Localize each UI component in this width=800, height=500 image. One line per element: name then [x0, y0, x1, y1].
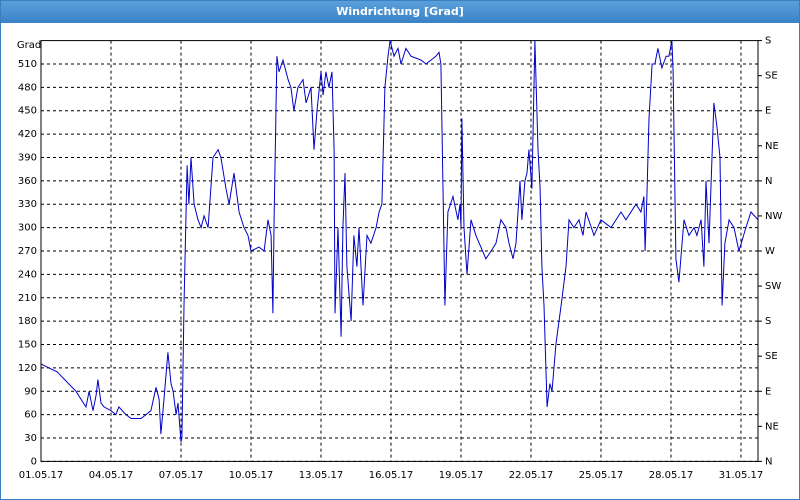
x-tick-label: 22.05.17 — [509, 470, 554, 481]
y2-tick-label: N — [765, 456, 772, 467]
y-tick-label: 360 — [18, 176, 37, 187]
y-axis-label: Grad — [17, 40, 41, 51]
y-tick-label: 480 — [18, 82, 37, 93]
plot-frame — [40, 40, 759, 462]
x-tick-label: 16.05.17 — [369, 470, 414, 481]
y2-tick-label: S — [765, 36, 771, 47]
data-line — [41, 40, 758, 443]
y-tick-label: 60 — [24, 410, 37, 421]
y2-tick-label: NW — [765, 211, 782, 222]
y2-tick-label: NE — [765, 421, 779, 432]
y2-tick-label: SW — [765, 281, 781, 292]
y-tick-label: 510 — [18, 59, 37, 70]
y-tick-label: 240 — [18, 269, 37, 280]
x-tick-label: 10.05.17 — [229, 470, 274, 481]
x-tick-label: 07.05.17 — [159, 470, 204, 481]
y-tick-label: 390 — [18, 152, 37, 163]
x-tick-label: 28.05.17 — [649, 470, 694, 481]
y-tick-label: 300 — [18, 223, 37, 234]
x-tick-label: 19.05.17 — [439, 470, 484, 481]
y2-tick-label: N — [765, 176, 772, 187]
x-tick-label: 04.05.17 — [89, 470, 134, 481]
y2-tick-label: SE — [765, 351, 778, 362]
y-tick-label: 270 — [18, 246, 37, 257]
y-tick-label: 90 — [24, 386, 37, 397]
y-tick-label: 210 — [18, 293, 37, 304]
y2-tick-label: SE — [765, 71, 778, 82]
y-tick-label: 180 — [18, 316, 37, 327]
y2-tick-label: NE — [765, 141, 779, 152]
y-tick-label: 330 — [18, 199, 37, 210]
y2-tick-label: S — [765, 316, 771, 327]
x-tick-label: 31.05.17 — [719, 470, 764, 481]
y-tick-label: 0 — [31, 456, 37, 467]
x-tick-label: 01.05.17 — [19, 470, 64, 481]
y2-tick-label: W — [765, 246, 775, 257]
y-tick-label: 420 — [18, 129, 37, 140]
title-bar: Windrichtung [Grad] — [1, 1, 799, 23]
y2-tick-label: E — [765, 106, 771, 117]
x-tick-label: 25.05.17 — [579, 470, 624, 481]
y-tick-label: 120 — [18, 363, 37, 374]
x-tick-label: 13.05.17 — [299, 470, 344, 481]
y-tick-label: 150 — [18, 340, 37, 351]
y2-tick-label: E — [765, 386, 771, 397]
y-tick-label: 30 — [24, 433, 37, 444]
y-tick-label: 450 — [18, 106, 37, 117]
